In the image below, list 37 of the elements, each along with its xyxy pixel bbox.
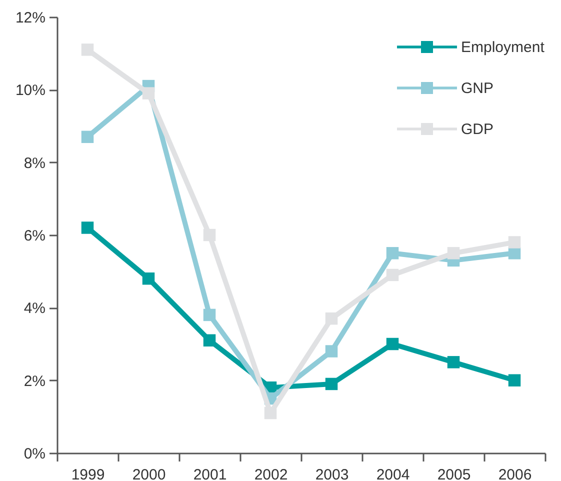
x-tick-label: 1999	[71, 466, 105, 481]
point	[447, 356, 460, 368]
y-tick-label: 0%	[24, 446, 46, 462]
point	[325, 312, 338, 325]
legend-label: GNP	[461, 80, 494, 97]
x-tick-label: 2003	[315, 466, 349, 481]
point	[264, 406, 277, 420]
legend-label: GDP	[461, 121, 494, 138]
point	[203, 308, 216, 322]
x-tick-label: 2000	[132, 466, 166, 481]
y-tick-label: 2%	[24, 372, 46, 390]
x-tick-label: 2001	[193, 466, 227, 481]
point	[325, 378, 338, 390]
point	[81, 44, 94, 56]
point	[386, 338, 399, 350]
y-tick-label: 4%	[24, 300, 46, 318]
x-tick-label: 2005	[437, 466, 471, 481]
point	[81, 130, 94, 144]
x-tick-label: 2004	[376, 466, 410, 481]
y-tick-label: 6%	[24, 228, 46, 244]
x-tick-label: 2006	[498, 466, 532, 481]
point	[325, 345, 338, 358]
y-tick-label: 8%	[24, 154, 46, 172]
point	[386, 268, 399, 282]
legend-label: Employment	[461, 39, 546, 56]
y-tick-label: 12%	[15, 10, 46, 26]
x-tick-label: 2002	[254, 466, 288, 481]
point	[508, 374, 521, 386]
point	[447, 247, 460, 260]
point	[386, 247, 399, 260]
point	[203, 334, 216, 346]
point	[81, 222, 94, 234]
point	[142, 87, 155, 100]
point	[508, 236, 521, 248]
y-tick-label: 10%	[15, 82, 46, 100]
point	[203, 228, 216, 242]
point	[142, 272, 155, 285]
